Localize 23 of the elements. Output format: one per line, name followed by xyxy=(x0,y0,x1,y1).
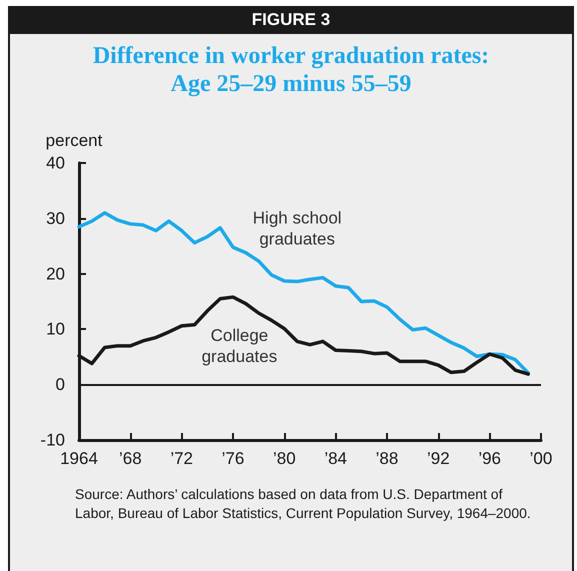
y-tick-label: 20 xyxy=(46,264,65,284)
y-tick-label: -10 xyxy=(40,430,65,450)
x-tick-label: ’80 xyxy=(272,449,296,468)
series-label: College graduates xyxy=(202,326,278,366)
x-tick-label: ’72 xyxy=(170,449,194,468)
source-note: Source: Authors’ calculations based on data from U.S. Department of Labor, Bureau of Labor Statistics, Current Population Survey, 1964–2000. xyxy=(75,485,532,523)
series-label: High school graduates xyxy=(252,208,342,248)
x-tick-label: 1964 xyxy=(60,449,98,468)
x-tick-label: ’84 xyxy=(324,449,348,468)
chart-subtitle: Difference in worker graduation rates: Age 25–29 minus 55–59 xyxy=(92,42,490,98)
x-tick-label: ’68 xyxy=(118,449,142,468)
y-tick-label: 0 xyxy=(56,375,65,394)
x-tick-label: ’88 xyxy=(376,449,398,468)
x-tick-label: ’96 xyxy=(478,449,502,468)
x-tick-label: ’92 xyxy=(426,449,450,468)
y-tick-label: 10 xyxy=(46,320,65,339)
chart-title: FIGURE 3 xyxy=(8,6,574,34)
x-tick-label: ’76 xyxy=(222,449,244,468)
line-series xyxy=(77,211,530,375)
y-tick-label: 40 xyxy=(46,154,65,172)
y-tick-label: 30 xyxy=(46,208,65,228)
x-tick-label: ’00 xyxy=(530,449,552,468)
y-axis-title: percent xyxy=(46,131,103,150)
